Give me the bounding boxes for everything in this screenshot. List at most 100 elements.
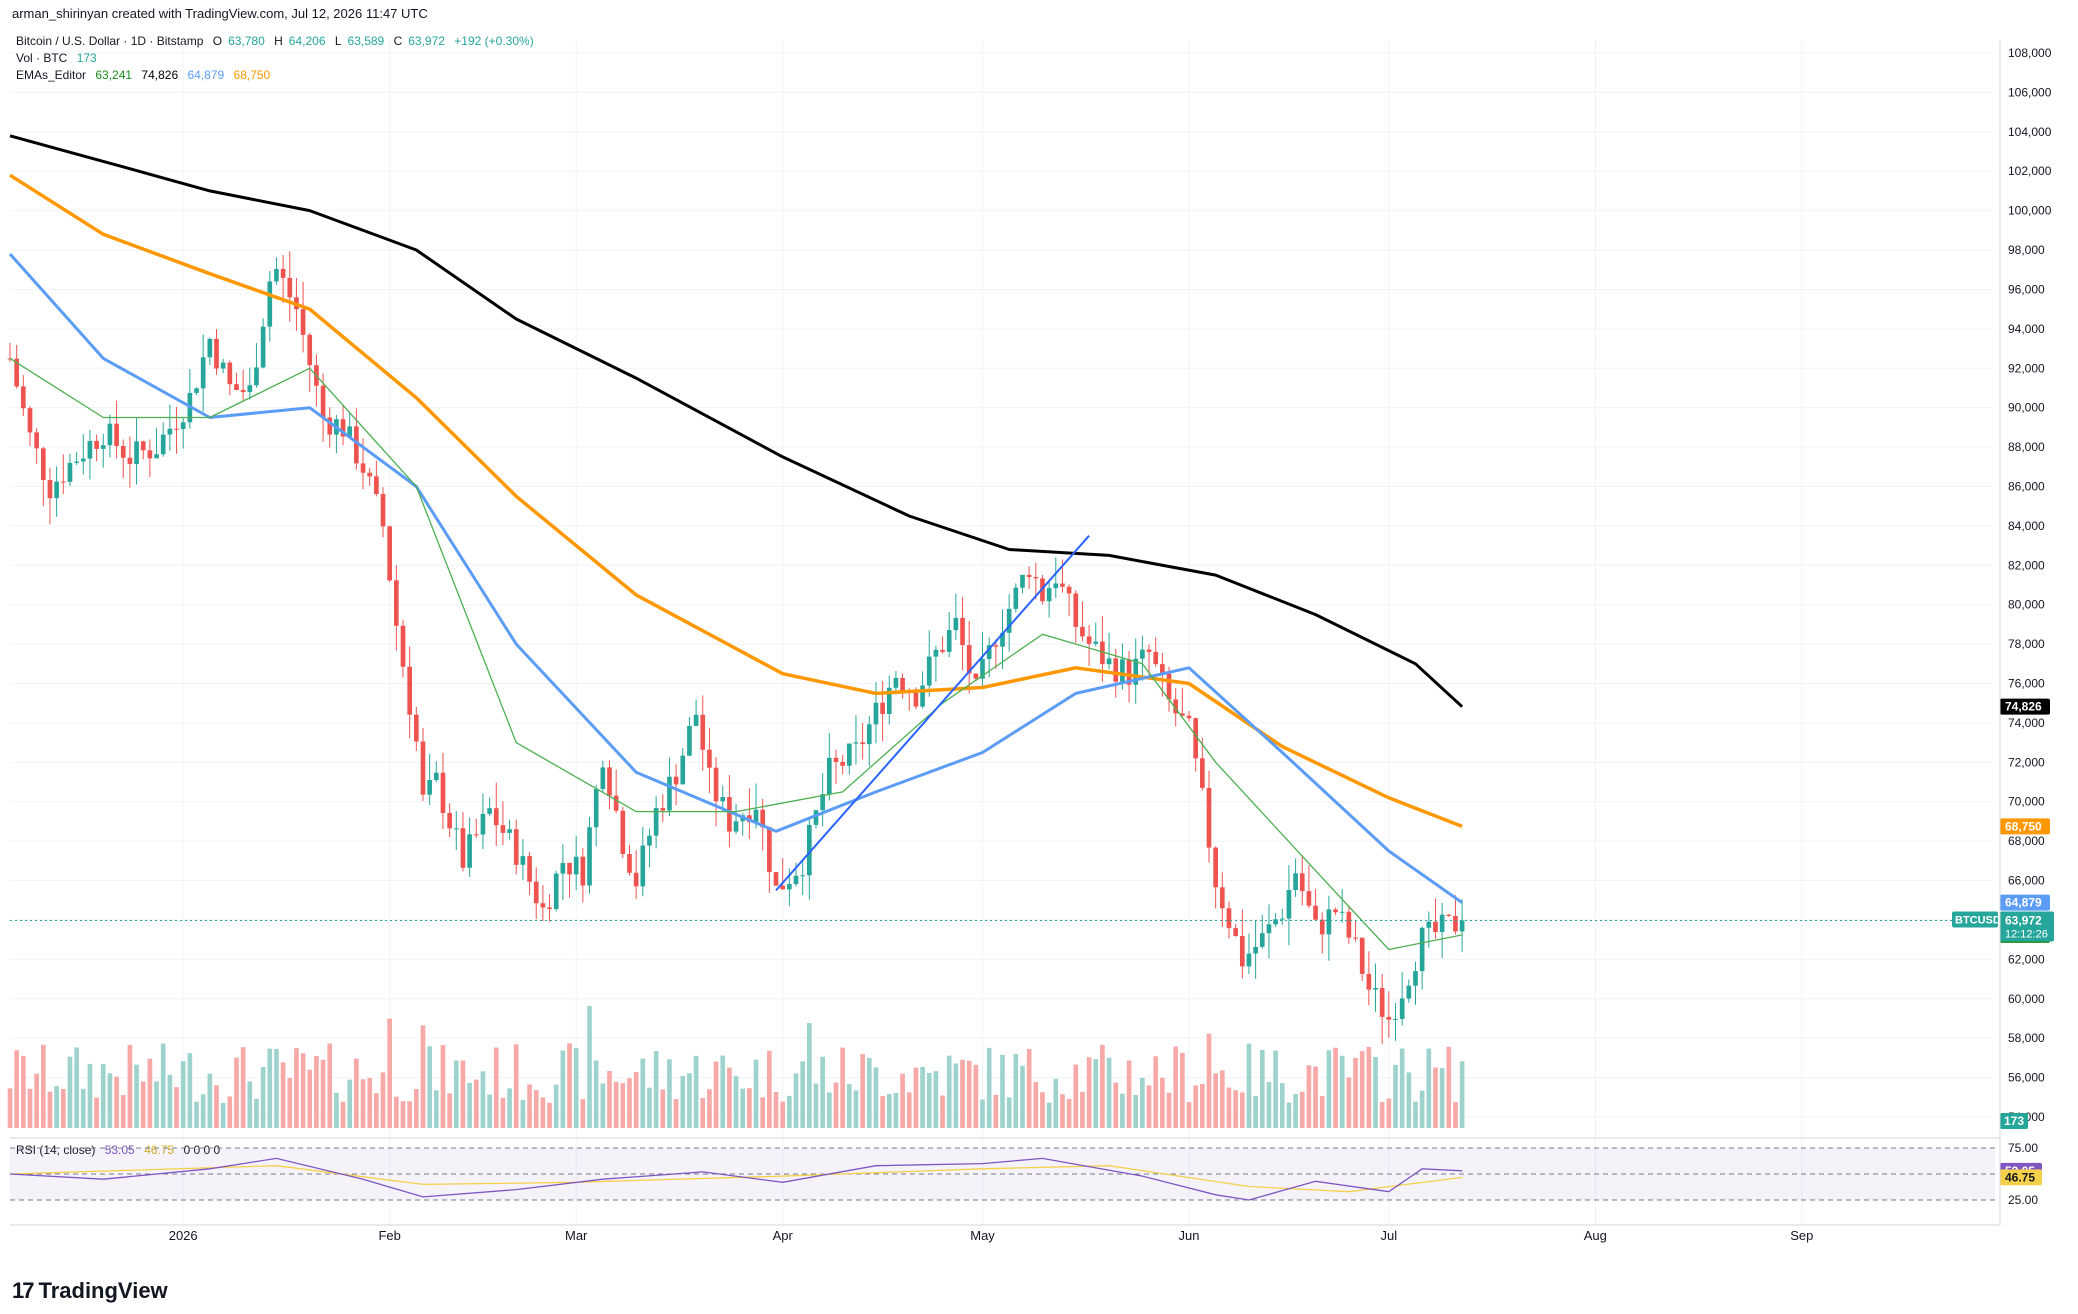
last-price-tag: 63,972 [2005,914,2042,928]
candle-body [34,432,39,449]
candle-body [1106,658,1112,665]
candle-body [1180,713,1185,716]
candle-body [727,797,732,832]
time-tick-label: Aug [1584,1228,1607,1243]
volume-bar [733,1076,739,1128]
volume-bar [1206,1033,1212,1128]
volume-bar [687,1073,692,1128]
candle-body [806,824,812,876]
volume-bar [1093,1059,1099,1128]
candle-body [40,448,46,481]
candle-body [700,714,706,750]
ohlc-close-label: C [393,34,403,48]
volume-bar [913,1067,919,1128]
volume-bar [420,1025,426,1128]
candle-body [707,749,712,768]
volume-bar [1353,1057,1358,1128]
candle-body [627,854,632,873]
volume-bar [320,1059,326,1128]
candle-body [633,872,639,887]
candle-body [733,821,739,832]
volume-bar [453,1060,459,1128]
candle-body [520,856,526,865]
volume-bar [1373,1056,1378,1128]
volume-bar [667,1059,672,1128]
candle-body [533,881,539,904]
volume-bar [886,1094,892,1128]
volume-bar [1393,1064,1398,1128]
volume-bar [40,1044,46,1128]
candle-body [447,812,452,829]
candle-body [1026,574,1032,577]
candle-body [1186,715,1192,719]
candle-body [100,445,106,449]
candle-body [174,428,179,430]
tradingview-brand: 17 TradingView [12,1278,168,1304]
candle-body [553,873,559,910]
volume-bar [973,1064,979,1128]
ohlc-high-label: H [274,34,283,48]
rsi-ma-line [9,1165,1463,1193]
candle-body [1319,919,1325,935]
time-tick-label: Feb [378,1228,400,1243]
volume-bar [174,1087,179,1128]
candle-body [866,724,872,745]
time-tick-label: Jul [1381,1228,1398,1243]
price-tick-label: 96,000 [2008,282,2045,296]
volume-bar [7,1088,13,1128]
volume-bar [487,1094,492,1128]
candle-body [1200,758,1205,788]
candle-body [540,903,546,908]
volume-bar [1306,1065,1312,1128]
time-tick-label: Sep [1790,1228,1813,1243]
volume-bar [713,1061,719,1128]
volume-bar [287,1078,293,1128]
candle-body [1333,909,1338,913]
candle-body [1053,583,1059,589]
chart-credit: arman_shirinyan created with TradingView… [12,6,428,21]
candle-body [154,454,159,459]
candle-body [1406,985,1412,999]
volume-bar [920,1066,925,1128]
candle-body [1206,787,1212,848]
candle-body [673,776,679,785]
candle-body [1140,649,1145,659]
volume-bar [1153,1056,1159,1128]
volume-bar [254,1098,259,1128]
ema50-value: 64,879 [187,68,225,82]
volume-bar [374,1093,379,1128]
candle-body [1073,593,1079,627]
volume-bar [747,1088,752,1128]
volume-bar [1439,1068,1445,1128]
candle-body [1306,891,1312,906]
volume-bar [240,1047,246,1128]
candle-body [1006,608,1012,633]
price-tick-label: 78,000 [2008,637,2045,651]
volume-bar [620,1083,626,1128]
candle-body [47,480,53,499]
candle-body [14,358,19,387]
volume-bar [234,1057,239,1128]
volume-bar [906,1092,912,1128]
price-tick-label: 94,000 [2008,322,2045,336]
volume-bar [1180,1053,1185,1128]
rsi-zeros: 0 0 0 0 [183,1143,221,1157]
candle-body [1259,933,1265,947]
volume-bar [354,1058,359,1128]
volume-bar [880,1096,885,1128]
volume-bar [347,1079,353,1128]
volume-bar [826,1092,832,1128]
volume-bar [560,1050,566,1128]
volume-bar [986,1047,992,1128]
price-tick-label: 62,000 [2008,952,2045,966]
candle-body [74,461,79,463]
candle-body [60,481,66,483]
volume-bar [180,1061,186,1128]
volume-bar [380,1072,386,1128]
rsi-legend: RSI (14, close) 53.05 46.75 0 0 0 0 [16,1143,226,1157]
candle-body [1459,920,1465,932]
candle-body [394,580,399,626]
